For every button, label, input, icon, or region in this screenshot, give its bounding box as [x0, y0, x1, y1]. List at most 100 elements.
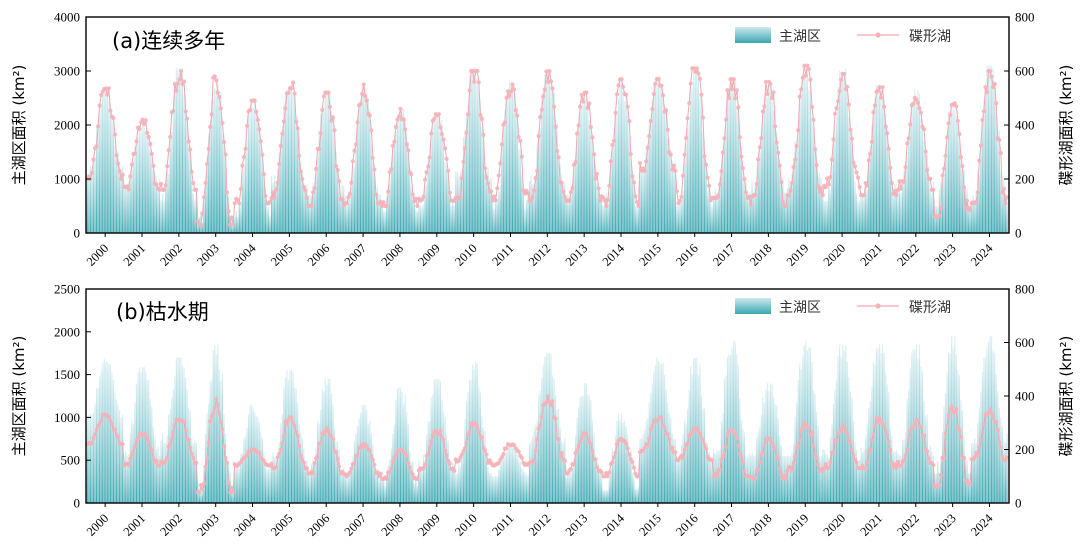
dish-lake-point [260, 153, 264, 157]
bar [759, 153, 760, 233]
bar [626, 97, 627, 233]
dish-lake-point [838, 89, 842, 93]
bar [652, 384, 653, 503]
bar [821, 177, 822, 233]
dish-lake-point [426, 452, 430, 456]
bar [1002, 426, 1003, 503]
x-tick-label: 2000 [84, 511, 112, 539]
dish-lake-point [999, 151, 1003, 155]
bar [745, 456, 746, 503]
bar [171, 397, 172, 503]
dish-lake-point [210, 112, 214, 116]
dish-lake-point [510, 82, 514, 86]
bar [785, 193, 786, 234]
bar [830, 190, 831, 233]
bar [825, 201, 826, 233]
dish-lake-point [939, 206, 943, 210]
dish-lake-point [907, 437, 911, 441]
y-tick-label-right: 200 [1015, 172, 1035, 187]
y-tick-label-left: 1000 [54, 410, 80, 425]
bar [770, 85, 771, 234]
bar [171, 132, 172, 233]
bar [99, 376, 100, 503]
bar [325, 379, 326, 503]
bar [475, 78, 476, 233]
bar [831, 165, 832, 233]
bar [268, 469, 269, 503]
dish-lake-point [514, 108, 518, 112]
dish-lake-point [733, 432, 737, 436]
bar [365, 87, 366, 233]
bar [362, 87, 363, 233]
dish-lake-point [245, 124, 249, 128]
dish-lake-point [428, 446, 432, 450]
bar [552, 375, 553, 503]
dish-lake-point [610, 143, 614, 147]
panel-b-bars [87, 336, 1008, 503]
bar [624, 101, 625, 233]
dish-lake-point [242, 155, 246, 159]
bar [679, 455, 680, 503]
bar [807, 68, 808, 233]
dish-lake-point [110, 422, 114, 426]
dish-lake-point [299, 170, 303, 174]
bar [600, 472, 601, 503]
dish-lake-point [761, 109, 765, 113]
bar [358, 418, 359, 503]
dish-lake-point [408, 465, 412, 469]
bar [391, 448, 392, 503]
dish-lake-point [231, 222, 235, 226]
x-tick-label: 2016 [673, 241, 701, 269]
dish-lake-point [121, 442, 125, 446]
bar [586, 383, 587, 503]
dish-lake-point [202, 195, 206, 199]
bar [578, 407, 579, 503]
dish-lake-point [136, 437, 140, 441]
dish-lake-point [853, 164, 857, 168]
bar [217, 78, 218, 234]
bar [784, 192, 785, 233]
bar [989, 66, 990, 233]
dish-lake-point [297, 444, 301, 448]
bar [346, 206, 347, 233]
dish-lake-point [173, 423, 177, 427]
dish-lake-point [787, 193, 791, 197]
dish-lake-point [643, 169, 647, 173]
bar [907, 158, 908, 233]
dish-lake-point [457, 459, 461, 463]
bar [478, 90, 479, 233]
bar [271, 176, 272, 233]
dish-lake-point [550, 399, 554, 403]
dish-lake-point [908, 122, 912, 126]
y-tick-label-left: 4000 [54, 10, 80, 25]
bar [747, 457, 748, 503]
bar [641, 439, 642, 503]
y-tick-label-left: 2000 [54, 118, 80, 133]
bar [443, 412, 444, 503]
dish-lake-point [554, 417, 558, 421]
bar [515, 447, 516, 503]
dish-lake-point [320, 108, 324, 112]
dish-lake-point [257, 127, 261, 131]
dish-lake-point [824, 462, 828, 466]
dish-lake-point [776, 456, 780, 460]
dish-lake-point [220, 427, 224, 431]
bar [518, 458, 519, 503]
bar [997, 132, 998, 233]
bar [458, 175, 459, 233]
dish-lake-point [827, 465, 831, 469]
dish-lake-point [793, 454, 797, 458]
dish-lake-point [593, 458, 597, 462]
bar [180, 357, 181, 503]
panel-b-ylabel-right: 碟形湖面积 (km²) [1057, 336, 1075, 457]
bar [210, 124, 211, 233]
dish-lake-point [349, 181, 353, 185]
dish-lake-point [741, 166, 745, 170]
dish-lake-point [532, 188, 536, 192]
bar [509, 443, 510, 503]
bar [900, 193, 901, 234]
bar [896, 451, 897, 503]
bar [521, 172, 522, 233]
dish-lake-point [441, 138, 445, 142]
dish-lake-point [719, 169, 723, 173]
